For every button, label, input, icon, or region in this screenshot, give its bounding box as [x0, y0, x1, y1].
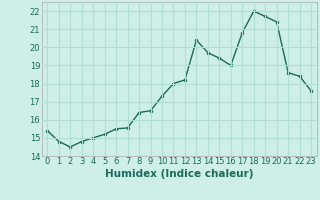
X-axis label: Humidex (Indice chaleur): Humidex (Indice chaleur): [105, 169, 253, 179]
